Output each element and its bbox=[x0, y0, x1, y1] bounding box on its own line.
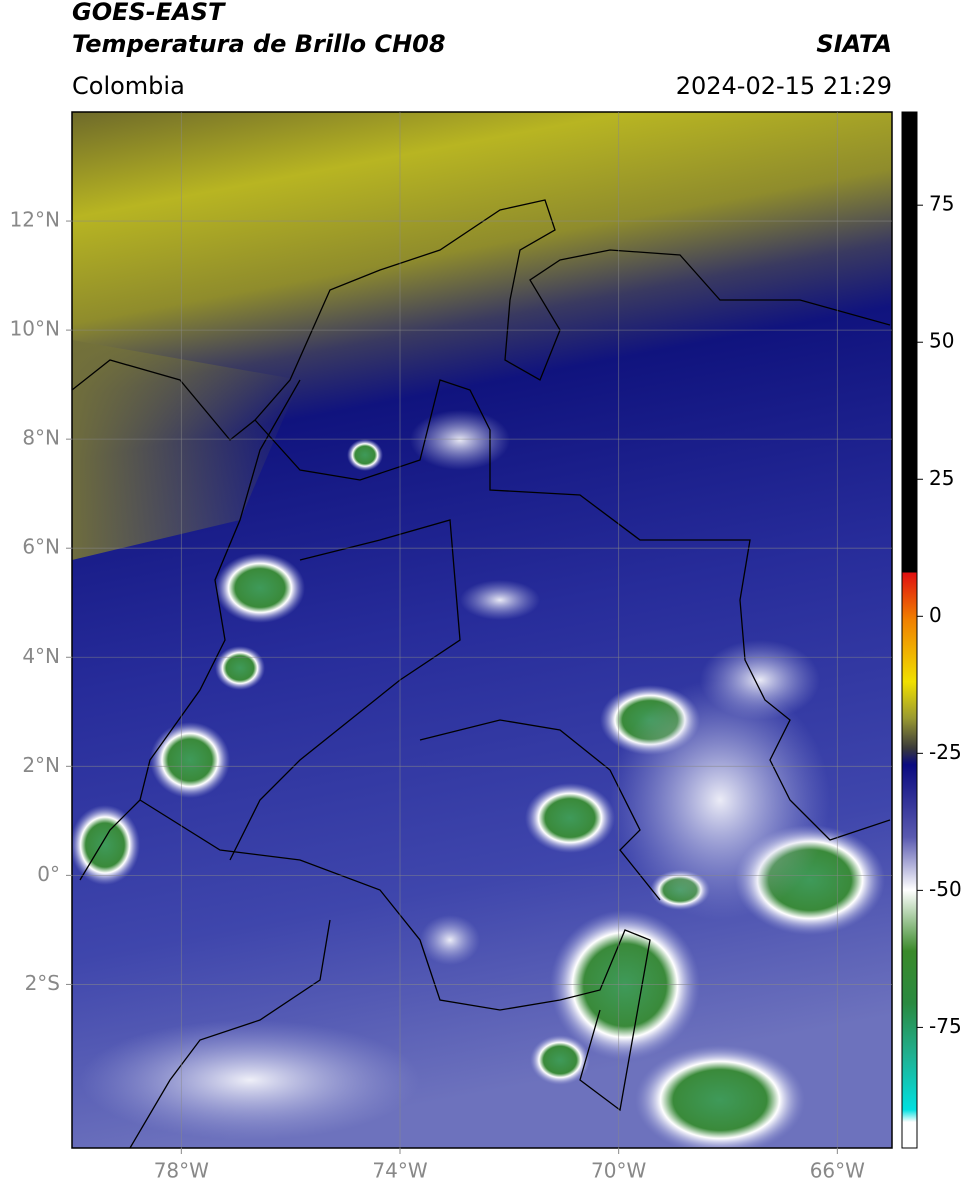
datetime: 2024-02-15 21:29 bbox=[676, 72, 892, 100]
colorbar-tick-label: 50 bbox=[929, 329, 954, 353]
x-tick-label: 70°W bbox=[591, 1159, 646, 1183]
source: SIATA bbox=[816, 30, 892, 58]
y-tick-label: 4°N bbox=[22, 644, 60, 668]
x-tick-label: 74°W bbox=[372, 1159, 427, 1183]
colorbar-tick-label: 0 bbox=[929, 603, 942, 627]
y-tick-label: 0° bbox=[37, 862, 60, 886]
colorbar-tick-label: 25 bbox=[929, 466, 954, 490]
colorbar-tick-label: -50 bbox=[929, 877, 962, 901]
title: GOES-EAST bbox=[72, 0, 226, 26]
y-tick-label: 8°N bbox=[22, 426, 60, 450]
y-tick-label: 2°N bbox=[22, 753, 60, 777]
x-tick-label: 66°W bbox=[810, 1159, 865, 1183]
imagery bbox=[72, 112, 892, 1148]
colorbar-tick-label: -75 bbox=[929, 1014, 962, 1038]
map-frame bbox=[71, 111, 893, 1149]
subtitle: Temperatura de Brillo CH08 bbox=[72, 30, 446, 58]
y-tick-label: 10°N bbox=[10, 317, 60, 341]
colorbar-tick-label: -25 bbox=[929, 740, 962, 764]
colorbar bbox=[901, 111, 918, 1149]
y-tick-label: 2°S bbox=[25, 971, 60, 995]
y-tick-label: 12°N bbox=[10, 208, 60, 232]
colorbar-tick-label: 75 bbox=[929, 192, 954, 216]
y-tick-label: 6°N bbox=[22, 535, 60, 559]
x-tick-label: 78°W bbox=[154, 1159, 209, 1183]
region: Colombia bbox=[72, 72, 185, 100]
